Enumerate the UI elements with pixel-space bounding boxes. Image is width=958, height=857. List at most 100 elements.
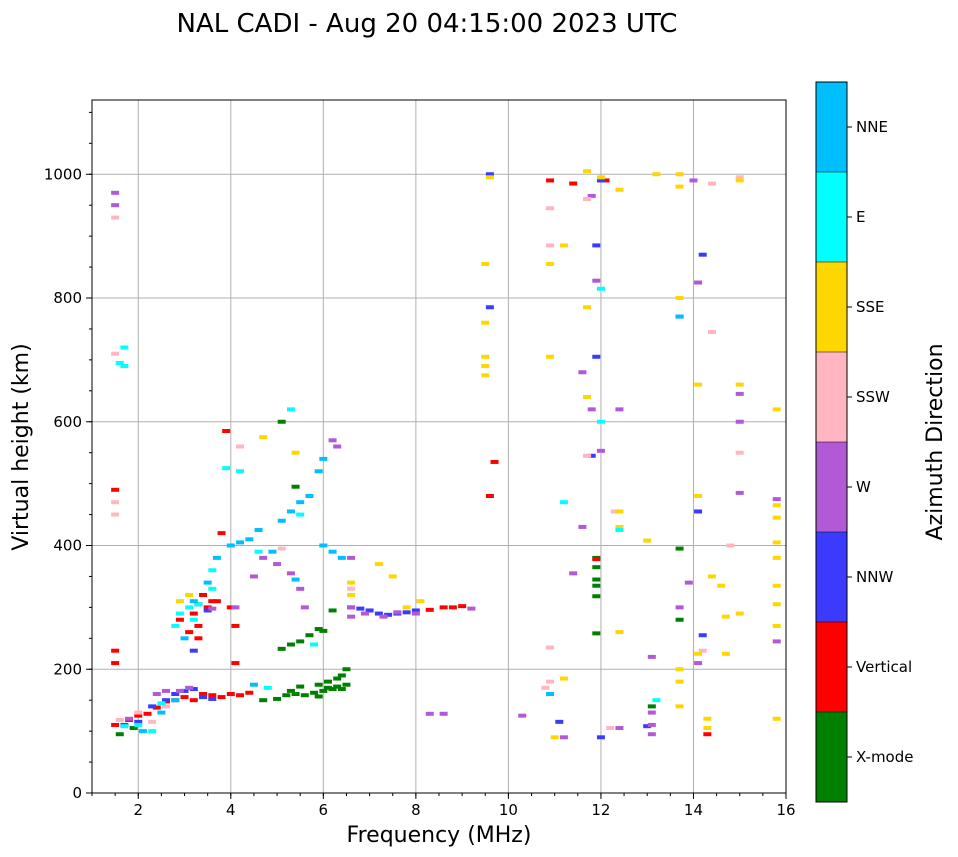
colorbar-segment <box>816 352 847 442</box>
data-point <box>675 296 684 300</box>
data-point <box>546 243 555 248</box>
data-point <box>111 500 120 505</box>
data-point <box>675 546 684 551</box>
data-point <box>481 261 490 266</box>
data-point <box>596 419 605 424</box>
data-point <box>569 181 578 186</box>
data-point <box>559 676 568 681</box>
data-point <box>236 540 245 545</box>
data-point <box>485 175 494 180</box>
data-point <box>698 633 707 638</box>
data-point <box>615 407 624 412</box>
colorbar-frame <box>815 81 848 803</box>
data-point <box>138 729 147 734</box>
data-point <box>226 605 235 610</box>
data-point <box>546 679 555 684</box>
data-point <box>615 726 624 731</box>
data-point <box>735 490 744 495</box>
data-point <box>698 252 707 257</box>
data-point <box>310 690 319 695</box>
data-point <box>694 651 703 656</box>
data-point <box>675 172 684 177</box>
data-point <box>592 243 601 248</box>
data-point <box>148 704 157 709</box>
grid-lines <box>92 100 787 794</box>
data-point <box>587 453 596 458</box>
data-point <box>175 599 184 604</box>
data-points <box>111 169 781 740</box>
data-point <box>448 605 457 610</box>
data-point <box>189 611 198 616</box>
data-point <box>347 580 356 585</box>
data-point <box>772 515 781 520</box>
data-point <box>310 642 319 647</box>
data-point <box>559 500 568 505</box>
series-w <box>111 178 781 740</box>
data-point <box>569 571 578 576</box>
data-point <box>115 717 124 722</box>
data-point <box>277 419 286 424</box>
data-point <box>592 631 601 636</box>
data-point <box>328 438 337 443</box>
data-point <box>185 685 194 690</box>
data-point <box>273 696 282 701</box>
data-point <box>411 608 420 613</box>
series-nne <box>138 314 684 734</box>
data-point <box>703 732 712 737</box>
data-point <box>721 614 730 619</box>
data-point <box>208 696 217 701</box>
data-point <box>615 528 624 533</box>
data-point <box>490 459 499 464</box>
data-point <box>772 503 781 508</box>
data-point <box>707 330 716 335</box>
data-point <box>592 594 601 599</box>
colorbar-segment <box>816 172 847 262</box>
data-point <box>231 605 240 610</box>
colorbar-segment <box>816 82 847 172</box>
data-point <box>208 586 217 591</box>
data-point <box>319 688 328 693</box>
colorbar-tick-label: E <box>856 208 865 226</box>
data-point <box>212 599 221 604</box>
data-point <box>694 382 703 387</box>
data-point <box>120 724 129 729</box>
data-point <box>592 583 601 588</box>
series-ssw <box>111 175 744 731</box>
data-point <box>675 617 684 622</box>
data-point <box>347 555 356 560</box>
data-point <box>319 543 328 548</box>
data-point <box>772 497 781 502</box>
data-point <box>342 682 351 687</box>
data-point <box>578 524 587 529</box>
data-point <box>772 623 781 628</box>
data-point <box>333 444 342 449</box>
data-point <box>481 364 490 369</box>
data-point <box>615 524 624 529</box>
colorbar: X-mode Vertical NNW W SSW SSE E NNE <box>815 81 913 803</box>
data-point <box>559 243 568 248</box>
data-point <box>134 713 143 718</box>
data-point <box>647 710 656 715</box>
data-point <box>592 557 601 562</box>
y-tick-label: 0 <box>72 784 82 802</box>
data-point <box>175 617 184 622</box>
data-point <box>735 175 744 180</box>
data-point <box>596 448 605 453</box>
data-point <box>222 429 231 434</box>
colorbar-segment <box>816 442 847 532</box>
data-point <box>485 305 494 310</box>
data-point <box>610 509 619 514</box>
data-point <box>342 667 351 672</box>
y-tick-label: 200 <box>53 660 82 678</box>
data-point <box>592 354 601 359</box>
data-point <box>643 538 652 543</box>
data-point <box>199 593 208 597</box>
data-point <box>546 645 555 650</box>
data-point <box>411 611 420 616</box>
data-point <box>296 684 305 689</box>
data-point <box>333 676 342 681</box>
data-point <box>189 648 198 653</box>
data-point <box>772 716 781 721</box>
data-point <box>596 175 605 180</box>
